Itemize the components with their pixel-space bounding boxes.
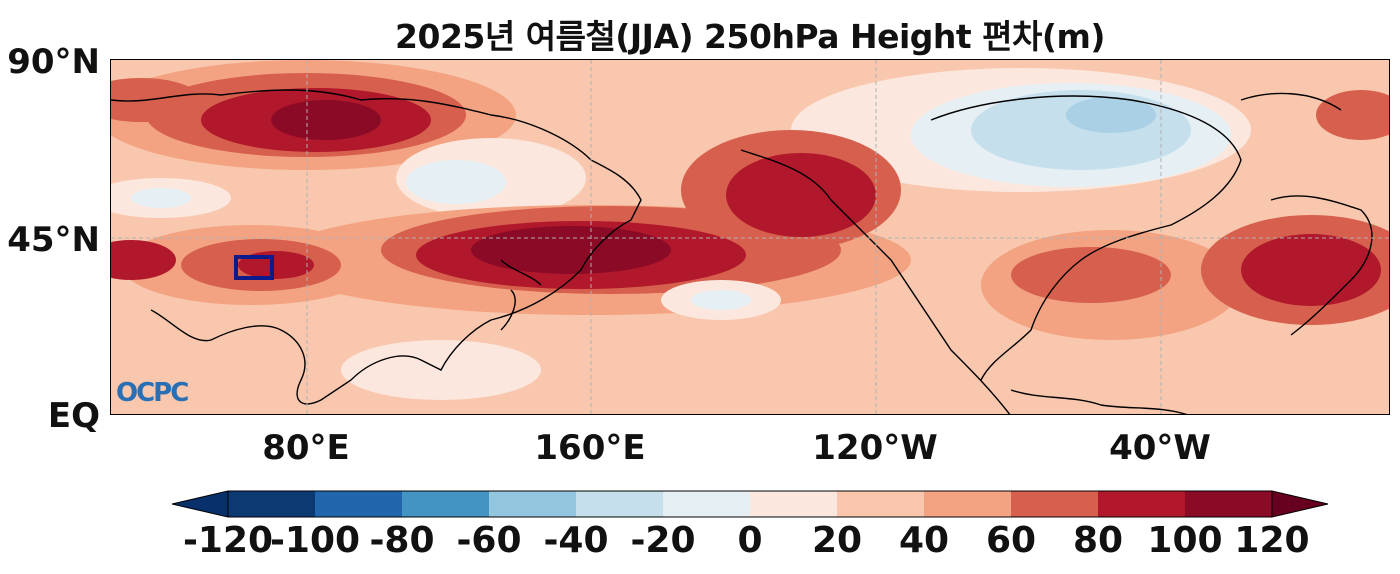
colorbar-tick-label: -120 bbox=[182, 520, 274, 561]
colorbar-cell bbox=[750, 491, 838, 517]
colorbar-cell bbox=[489, 491, 577, 517]
colorbar-tick-label: -80 bbox=[369, 520, 435, 561]
anomaly-map-canvas bbox=[111, 60, 1389, 414]
map-title: 2025년 여름철(JJA) 250hPa Height 편차(m) bbox=[395, 17, 1105, 56]
lon-label-80e: 80°E bbox=[262, 428, 350, 468]
colorbar-cell bbox=[1011, 491, 1099, 517]
lat-label-eq: EQ bbox=[47, 396, 100, 436]
colorbar-tick-label: -60 bbox=[456, 520, 522, 561]
lat-label-90n: 90°N bbox=[7, 42, 100, 82]
colorbar-tick-label: -100 bbox=[269, 520, 361, 561]
lat-label-45n: 45°N bbox=[7, 220, 100, 260]
colorbar-cell bbox=[924, 491, 1012, 517]
colorbar-tick-label: 20 bbox=[811, 520, 863, 561]
north-america-west-coast bbox=[740, 149, 1011, 414]
lon-label-160e: 160°E bbox=[534, 428, 646, 468]
colorbar-outline bbox=[227, 490, 1273, 518]
colorbar-cell bbox=[402, 491, 490, 517]
colorbar-tick-label: -40 bbox=[543, 520, 609, 561]
europe-coast bbox=[1270, 195, 1373, 336]
lon-label-40w: 40°W bbox=[1109, 428, 1211, 468]
gridlines bbox=[111, 60, 1389, 414]
colorbar-cell bbox=[837, 491, 925, 517]
colorbar-cell bbox=[1098, 491, 1186, 517]
lon-label-120w: 120°W bbox=[812, 428, 938, 468]
ocpc-logo: OCPC bbox=[116, 378, 189, 408]
colorbar-cell bbox=[663, 491, 751, 517]
colorbar-tick-label: 80 bbox=[1072, 520, 1124, 561]
arctic-coast-eurasia bbox=[111, 89, 492, 116]
colorbar-tick-label: 40 bbox=[898, 520, 950, 561]
colorbar-extend-high bbox=[1271, 490, 1329, 518]
asia-coast bbox=[150, 114, 642, 405]
colorbar-tick-label: 100 bbox=[1147, 520, 1223, 561]
colorbar-tick-label: 60 bbox=[985, 520, 1037, 561]
colorbar-tick-label: 120 bbox=[1234, 520, 1310, 561]
colorbar-cell bbox=[315, 491, 403, 517]
greenland-coast bbox=[1240, 92, 1342, 111]
colorbar-extend-low bbox=[171, 490, 229, 518]
colorbar-cell bbox=[1185, 491, 1273, 517]
north-america-east-coast bbox=[930, 95, 1242, 381]
coastlines bbox=[111, 89, 1373, 414]
colorbar-cell bbox=[228, 491, 316, 517]
caribbean-coast bbox=[1010, 389, 1188, 414]
colorbar bbox=[171, 490, 1329, 518]
japan-korea bbox=[500, 259, 542, 331]
colorbar-tick-label: 0 bbox=[737, 520, 763, 561]
colorbar-cell bbox=[576, 491, 664, 517]
colorbar-tick-label: -20 bbox=[630, 520, 696, 561]
anomaly-map bbox=[110, 59, 1390, 415]
highlight-box bbox=[234, 255, 274, 280]
